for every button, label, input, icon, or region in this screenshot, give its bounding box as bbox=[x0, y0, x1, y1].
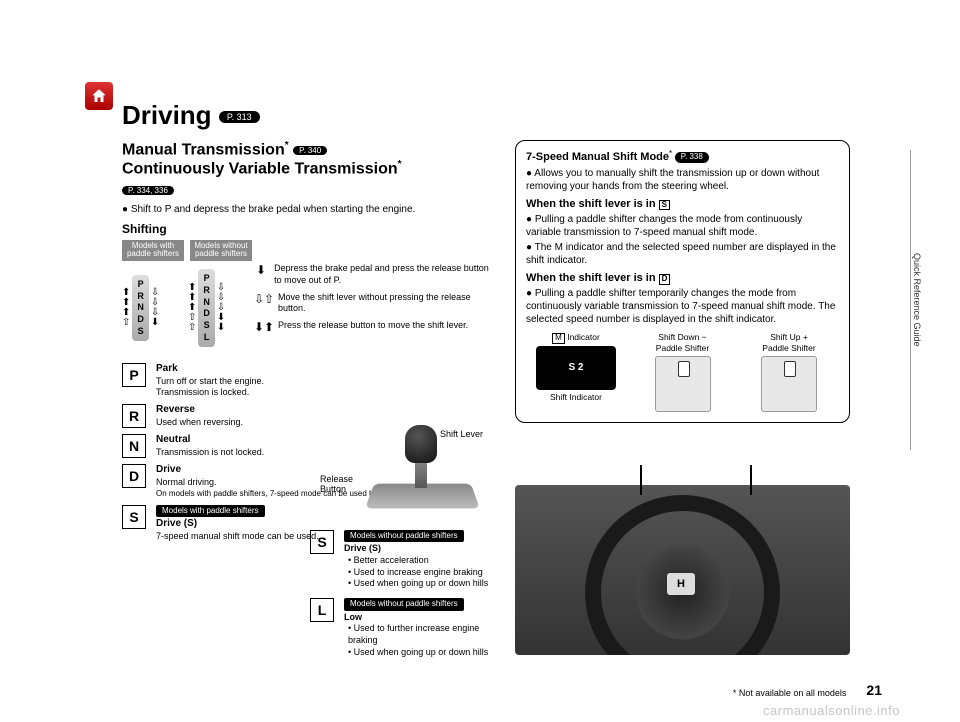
arrows-left-2: ⬆⬆⬆⇧⇧ bbox=[188, 283, 196, 333]
gear-R: R bbox=[122, 404, 146, 428]
title-text: Driving bbox=[122, 100, 212, 130]
box-h1: When the shift lever is in S bbox=[526, 197, 839, 211]
box-b2: Pulling a paddle shifter changes the mod… bbox=[526, 213, 839, 239]
gear-P-desc: ParkTurn off or start the engine. Transm… bbox=[156, 363, 264, 398]
shift-lever-label: Shift Lever bbox=[440, 430, 483, 440]
box-b1: Allows you to manually shift the transmi… bbox=[526, 167, 839, 193]
instr-b: Move the shift lever without pressing th… bbox=[278, 292, 497, 315]
gear-P: P bbox=[122, 363, 146, 387]
box-b3: The M indicator and the selected speed n… bbox=[526, 241, 839, 267]
honda-logo-icon: H bbox=[667, 573, 695, 595]
cvt-bullet: Shift to P and depress the brake pedal w… bbox=[122, 203, 497, 216]
gear-S2: S bbox=[310, 530, 334, 554]
shifter-tags: Models with paddle shifters Models witho… bbox=[122, 240, 497, 262]
shifter-without: ⬆⬆⬆⇧⇧ P R N D S L ⇩⇩⇩⬇⬇ bbox=[188, 263, 244, 353]
stick-icon bbox=[415, 460, 427, 488]
gear-L-desc: Models without paddle shifters Low Used … bbox=[344, 598, 510, 658]
gear-S1-desc: Models with paddle shiftersDrive (S)7-sp… bbox=[156, 505, 319, 542]
gear-L: L bbox=[310, 598, 334, 622]
arrow-outline-icon: ⇩⇧ bbox=[254, 292, 272, 307]
box-title: 7-Speed Manual Shift Mode bbox=[526, 151, 669, 163]
home-icon[interactable] bbox=[85, 82, 113, 110]
gear-N: N bbox=[122, 434, 146, 458]
release-button-label: Release Button bbox=[320, 475, 353, 495]
hand-up-icon bbox=[761, 356, 817, 412]
callout-line-1 bbox=[640, 465, 642, 495]
shift-down-item: Shift Down − Paddle Shifter bbox=[633, 332, 733, 414]
shifter-with: ⬆⬆⬆⇧ P R N D S ⇩⇩⇩⬇ bbox=[122, 263, 178, 353]
knob-icon bbox=[405, 425, 437, 463]
dash-display-icon bbox=[536, 346, 616, 390]
arrows-right-2: ⇩⇩⇩⬇⬇ bbox=[217, 283, 225, 333]
shift-up-item: Shift Up + Paddle Shifter bbox=[739, 332, 839, 414]
box-h2: When the shift lever is in D bbox=[526, 271, 839, 285]
instr-c: Press the release button to move the shi… bbox=[278, 320, 468, 331]
arrow-solid-icon: ⬇⬆ bbox=[254, 320, 272, 335]
footer-note: * Not available on all models bbox=[733, 688, 847, 698]
shifting-heading: Shifting bbox=[122, 222, 497, 236]
side-tab: Quick Reference Guide bbox=[910, 150, 922, 450]
box-ref: P. 338 bbox=[675, 152, 709, 162]
gear-S2-desc: Models without paddle shifters Drive (S)… bbox=[344, 530, 488, 590]
gear-D: D bbox=[122, 464, 146, 488]
footer: * Not available on all models 21 bbox=[122, 682, 882, 698]
gear-col-with: P R N D S bbox=[132, 275, 149, 341]
arrows-right-1: ⇩⇩⇩⬇ bbox=[151, 288, 159, 328]
title-page-ref: P. 313 bbox=[219, 111, 260, 123]
callout-line-2 bbox=[750, 465, 752, 495]
page-title: Driving P. 313 bbox=[122, 100, 260, 131]
page-number: 21 bbox=[866, 682, 882, 698]
gear-R-desc: ReverseUsed when reversing. bbox=[156, 404, 243, 428]
tag-with: Models with paddle shifters bbox=[122, 240, 184, 262]
paddle-row: M Indicator Shift Indicator Shift Down −… bbox=[526, 332, 839, 414]
manual-heading: Manual Transmission* P. 340 bbox=[122, 140, 497, 159]
indicator-item: M Indicator Shift Indicator bbox=[526, 332, 626, 414]
shift-indicator-label: Shift Indicator bbox=[526, 392, 626, 403]
manual-ref: P. 340 bbox=[293, 146, 327, 155]
shift-instructions: ⬇ Depress the brake pedal and press the r… bbox=[254, 263, 497, 341]
cvt-ref: P. 334, 336 bbox=[122, 186, 174, 195]
instr-a: Depress the brake pedal and press the re… bbox=[274, 263, 497, 286]
box-b4: Pulling a paddle shifter temporarily cha… bbox=[526, 287, 839, 326]
tag-without: Models without paddle shifters bbox=[190, 240, 252, 262]
cvt-heading: Continuously Variable Transmission* bbox=[122, 159, 497, 178]
gear-col-without: P R N D S L bbox=[198, 269, 215, 347]
gear-S2-block: S Models without paddle shifters Drive (… bbox=[310, 530, 510, 666]
watermark: carmanualsonline.info bbox=[763, 703, 900, 718]
hand-down-icon bbox=[655, 356, 711, 412]
gear-S1: S bbox=[122, 505, 146, 529]
arrows-left-1: ⬆⬆⬆⇧ bbox=[122, 288, 130, 328]
gear-N-desc: NeutralTransmission is not locked. bbox=[156, 434, 264, 458]
arrow-solid-down-icon: ⬇ bbox=[254, 263, 268, 278]
seven-speed-box: 7-Speed Manual Shift Mode* P. 338 Allows… bbox=[515, 140, 850, 423]
steering-wheel-photo: H bbox=[515, 485, 850, 655]
shifter-diagrams: ⬆⬆⬆⇧ P R N D S ⇩⇩⇩⬇ ⬆⬆⬆⇧⇧ P R N D S L ⇩⇩… bbox=[122, 263, 497, 353]
